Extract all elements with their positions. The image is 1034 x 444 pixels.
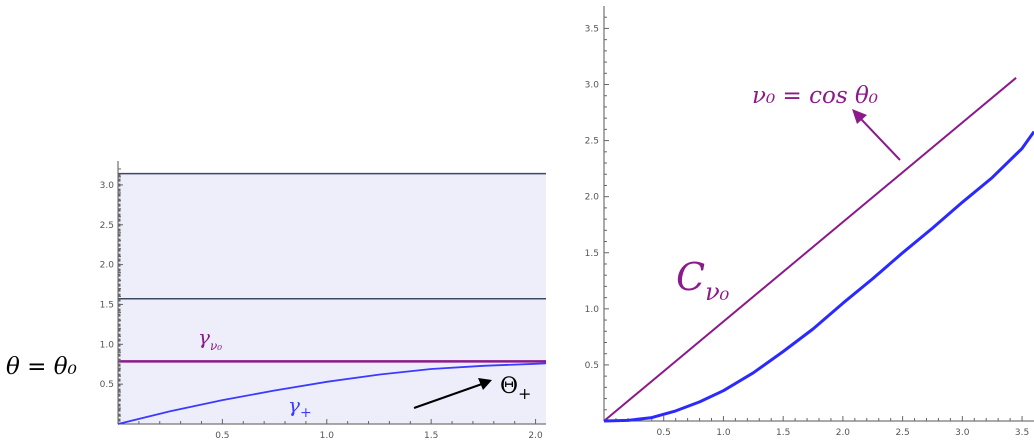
y-tick-label: 2.0 xyxy=(585,193,600,203)
x-tick-label: 2.0 xyxy=(528,431,543,441)
y-tick-label: 2.5 xyxy=(100,221,114,231)
arrow-to-nu0-label xyxy=(852,109,901,161)
x-tick-label: 3.5 xyxy=(1015,428,1029,438)
x-tick-label: 2.0 xyxy=(836,428,851,438)
y-tick-label: 2.5 xyxy=(585,137,599,147)
x-tick-label: 1.5 xyxy=(776,428,790,438)
y-tick-label: 1.0 xyxy=(585,305,600,315)
x-tick-label: 2.5 xyxy=(895,428,909,438)
y-tick-label: 0.5 xyxy=(100,380,114,390)
arrow-to-theta-plus xyxy=(413,378,492,409)
c-nu0-label: Cν₀ xyxy=(676,255,730,306)
left-chart: 0.5 1.0 1.5 2.0 0.5 1.0 1.5 2.0 2.5 3.0 θ = θ₀ γν… xyxy=(6,161,547,441)
right-chart: 0.5 1.0 1.5 2.0 2.5 3.0 3.5 0.5 1.0 1.5 2.0 2.5 3.0 3… xyxy=(585,6,1034,438)
y-tick-label: 3.5 xyxy=(585,24,599,34)
x-tick-label: 1.0 xyxy=(320,431,335,441)
gamma-plus-curve xyxy=(117,362,547,425)
nu0-equals-cos-theta0-label: ν₀ = cos θ₀ xyxy=(752,83,878,109)
blue-curve xyxy=(603,130,1034,423)
x-tick-label: 1.5 xyxy=(424,431,438,441)
x-tick-label: 1.0 xyxy=(716,428,731,438)
y-tick-label: 3.0 xyxy=(585,81,600,91)
y-tick-label: 2.0 xyxy=(100,261,115,271)
y-tick-label: 3.0 xyxy=(100,181,115,191)
theta-plus-label: Θ+ xyxy=(500,374,531,403)
gamma-nu0-label: γν₀ xyxy=(198,325,222,353)
x-tick-label: 0.5 xyxy=(657,428,671,438)
y-tick-label: 1.5 xyxy=(585,249,599,259)
c-nu0-line xyxy=(603,77,1017,422)
theta-equals-theta0-label: θ = θ₀ xyxy=(6,354,77,380)
y-tick-label: 0.5 xyxy=(585,361,599,371)
y-tick-label: 1.0 xyxy=(100,340,115,350)
x-tick-label: 0.5 xyxy=(215,431,229,441)
gamma-plus-label: γ+ xyxy=(288,393,312,421)
x-tick-label: 3.0 xyxy=(955,428,970,438)
y-tick-label: 1.5 xyxy=(100,300,114,310)
